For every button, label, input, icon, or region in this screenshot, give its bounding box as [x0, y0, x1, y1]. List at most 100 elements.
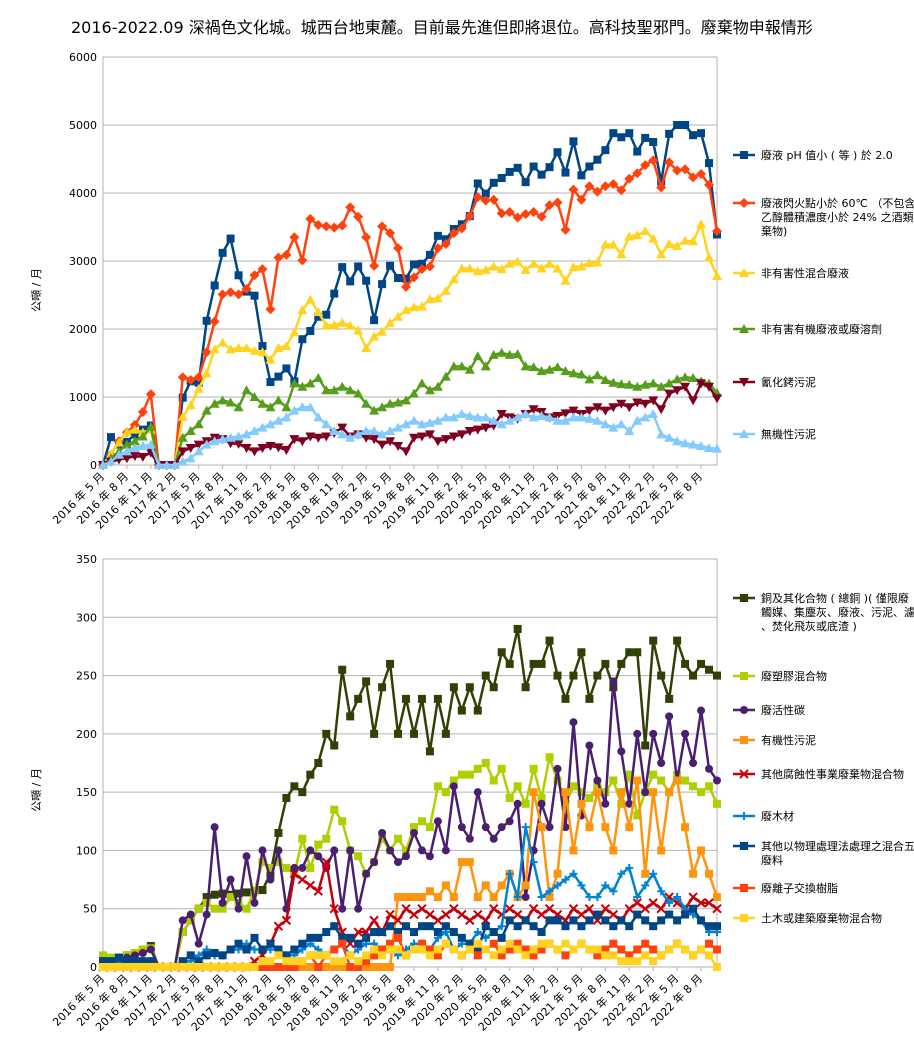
y-tick-label: 350 [76, 553, 97, 566]
data-point [281, 341, 292, 350]
data-point [337, 317, 348, 327]
data-point [704, 443, 715, 452]
legend-entry-4: 有機性污泥 [733, 733, 816, 747]
data-point [370, 928, 379, 937]
data-point [194, 963, 203, 971]
data-point [536, 263, 547, 273]
data-point [561, 939, 570, 948]
data-point [242, 945, 251, 954]
data-point [657, 916, 666, 925]
data-point [560, 224, 571, 235]
data-point [497, 174, 506, 183]
legend-marker [740, 672, 748, 680]
data-point [513, 922, 522, 931]
legend-entry-5: 其他腐蝕性事業廢棄物混合物 [733, 767, 904, 781]
data-point [146, 957, 155, 966]
data-point [585, 741, 594, 750]
data-point [569, 869, 578, 878]
legend-entry-3: 廢活性碳 [733, 703, 805, 717]
data-point [186, 916, 195, 925]
legend-marker [740, 842, 748, 850]
data-point [402, 846, 411, 855]
data-point [258, 342, 267, 350]
data-point [641, 788, 650, 797]
data-point [656, 429, 667, 439]
data-point [600, 904, 611, 914]
y-tick-label: 3000 [69, 255, 97, 268]
data-point [561, 922, 570, 931]
data-point [330, 963, 339, 971]
data-point [609, 922, 618, 931]
data-point [265, 304, 276, 315]
data-point [250, 291, 259, 300]
data-point [202, 316, 211, 325]
data-point [394, 274, 403, 282]
data-point [409, 909, 419, 920]
data-point [346, 846, 355, 855]
data-point [592, 370, 603, 380]
data-point [545, 887, 554, 896]
data-point [457, 951, 466, 960]
data-point [306, 327, 315, 336]
data-point [99, 951, 107, 960]
data-point [441, 922, 450, 931]
data-point [241, 444, 252, 453]
data-point [394, 928, 403, 937]
data-point [346, 933, 355, 942]
data-point [577, 171, 586, 180]
data-point [377, 402, 388, 412]
data-point [705, 939, 714, 948]
data-point [306, 933, 315, 942]
data-point [249, 270, 260, 281]
data-point [449, 782, 458, 791]
data-point [473, 706, 482, 715]
data-point [233, 343, 244, 353]
data-point [649, 788, 658, 797]
data-point [121, 427, 132, 437]
data-point [290, 863, 299, 872]
data-point [338, 939, 347, 948]
data-point [440, 435, 451, 445]
data-point [177, 432, 188, 442]
data-point [210, 904, 219, 913]
data-point [624, 379, 635, 389]
legend-marker [740, 736, 748, 744]
data-point [600, 419, 611, 429]
data-point [616, 249, 627, 259]
data-point [225, 344, 236, 354]
data-point [489, 939, 498, 948]
data-point [545, 163, 554, 172]
data-point [362, 963, 371, 971]
data-point [601, 945, 610, 954]
data-point [608, 239, 619, 249]
data-point [601, 916, 610, 925]
legend-entry-4: 非有害有機廢液或廢溶劑 [733, 322, 882, 336]
data-point [481, 671, 490, 680]
data-point [489, 178, 498, 187]
data-point [713, 799, 721, 808]
data-point [673, 121, 682, 129]
data-point [553, 881, 562, 890]
data-point [338, 263, 347, 272]
data-point [234, 889, 243, 898]
series-line [102, 405, 718, 467]
data-point [624, 231, 635, 241]
data-point [417, 939, 426, 948]
data-point [649, 636, 658, 645]
data-point [689, 904, 698, 913]
data-point [274, 951, 283, 960]
data-point [496, 264, 507, 274]
data-point [545, 753, 554, 762]
data-point [433, 782, 442, 791]
data-point [592, 415, 603, 425]
data-point [544, 412, 555, 422]
data-point [393, 422, 404, 432]
data-point [369, 435, 380, 445]
data-point [194, 904, 203, 913]
data-point [417, 817, 426, 826]
data-point [346, 951, 355, 960]
data-point [649, 869, 658, 878]
data-point [712, 226, 722, 237]
data-point [402, 694, 411, 703]
data-point [361, 398, 372, 408]
